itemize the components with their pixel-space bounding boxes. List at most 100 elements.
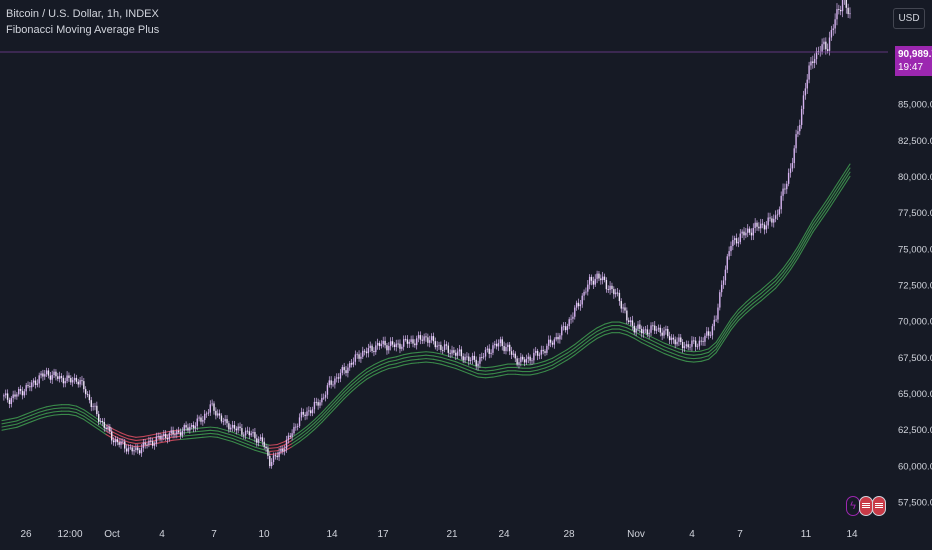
fma-segment	[75, 415, 85, 420]
fma-segment	[752, 289, 762, 297]
candle-body	[538, 354, 541, 356]
candle-body	[423, 336, 425, 341]
candle-body	[644, 329, 647, 331]
fma-segment	[194, 430, 204, 433]
fma-segment	[626, 334, 635, 339]
candle-body	[707, 331, 710, 336]
candle-body	[107, 426, 109, 430]
fma-segment	[767, 283, 777, 292]
fma-segment	[120, 435, 130, 440]
fma-segment	[827, 198, 836, 212]
candle-body	[282, 448, 284, 452]
fma-segment	[648, 345, 658, 351]
fma-segment	[410, 355, 420, 358]
x-tick-label: 4	[159, 529, 165, 540]
y-tick-label: 80,000.00	[898, 172, 932, 183]
fma-segment	[202, 426, 211, 429]
fma-segment	[477, 376, 487, 379]
candle-body	[739, 233, 741, 242]
indicator-title[interactable]: Fibonacci Moving Average Plus	[6, 24, 160, 36]
symbol-title[interactable]: Bitcoin / U.S. Dollar, 1h, INDEX	[6, 8, 159, 20]
fma-segment	[715, 340, 725, 354]
candle-body	[581, 295, 583, 305]
fma-segment	[239, 437, 249, 442]
fma-segment	[782, 268, 792, 281]
x-tick-label: Oct	[104, 529, 120, 540]
candle-body	[769, 217, 771, 219]
x-tick-label: 10	[258, 529, 270, 540]
candle-body	[5, 393, 7, 396]
fma-segment	[358, 375, 368, 383]
us-flag-event-icon[interactable]	[872, 496, 886, 516]
candle-body	[561, 326, 563, 336]
fma-segment	[90, 423, 100, 431]
fma-segment	[663, 342, 673, 347]
candle-body	[546, 345, 548, 353]
candle-body	[719, 292, 721, 308]
fma-segment	[775, 275, 784, 286]
fma-segment	[98, 425, 107, 432]
fma-segment	[715, 337, 725, 350]
fma-segment	[23, 414, 33, 419]
fma-segment	[388, 366, 397, 370]
candle-body	[663, 330, 665, 336]
candle-body	[479, 357, 481, 364]
fma-segment	[380, 367, 390, 372]
candle-body	[789, 168, 792, 173]
candle-body	[317, 402, 319, 406]
candle-body	[170, 430, 172, 434]
fma-segment	[410, 358, 420, 361]
candle-body	[412, 339, 414, 344]
fma-segment	[775, 267, 784, 278]
candle-body	[349, 363, 351, 368]
candle-body	[14, 394, 16, 397]
fma-segment	[313, 412, 323, 421]
fma-segment	[544, 357, 554, 362]
fma-segment	[589, 327, 598, 334]
candle-body	[598, 273, 600, 279]
fma-segment	[380, 364, 390, 369]
flash-event-icon[interactable]: ϟ	[846, 496, 860, 516]
fma-segment	[172, 438, 182, 441]
fma-segment	[403, 359, 412, 363]
candle-body	[144, 442, 146, 445]
fma-segment	[470, 370, 479, 375]
candle-body	[34, 380, 37, 385]
fma-segment	[767, 287, 777, 296]
candle-body	[791, 163, 794, 169]
candle-body	[224, 419, 226, 422]
candle-body	[90, 400, 92, 408]
fma-segment	[127, 435, 137, 438]
fma-segment	[269, 447, 278, 449]
fma-segment	[120, 432, 130, 437]
fma-segment	[403, 352, 412, 356]
fma-segment	[559, 352, 568, 358]
candle-body	[401, 346, 403, 349]
fma-segment	[1, 425, 10, 428]
candle-body	[548, 339, 550, 346]
us-flag-event-icon[interactable]	[859, 496, 873, 516]
fma-segment	[804, 220, 814, 235]
fma-segment	[113, 428, 122, 434]
fma-segment	[75, 412, 85, 417]
fma-segment	[842, 171, 851, 185]
currency-button[interactable]: USD	[893, 8, 925, 29]
fma-segment	[745, 295, 754, 304]
candle-body	[611, 285, 613, 290]
fma-segment	[670, 355, 680, 360]
candle-body	[430, 336, 433, 341]
candle-body	[157, 436, 159, 437]
fma-segment	[722, 329, 732, 342]
candle-body	[138, 450, 141, 454]
candle-body	[603, 276, 606, 281]
fma-segment	[797, 244, 806, 259]
fma-segment	[239, 440, 249, 445]
candle-body	[12, 394, 14, 399]
candle-body	[687, 344, 689, 348]
candle-body	[256, 438, 258, 443]
candle-body	[391, 341, 394, 345]
candle-body	[328, 380, 330, 386]
fma-segment	[313, 421, 323, 431]
fma-segment	[492, 368, 501, 371]
